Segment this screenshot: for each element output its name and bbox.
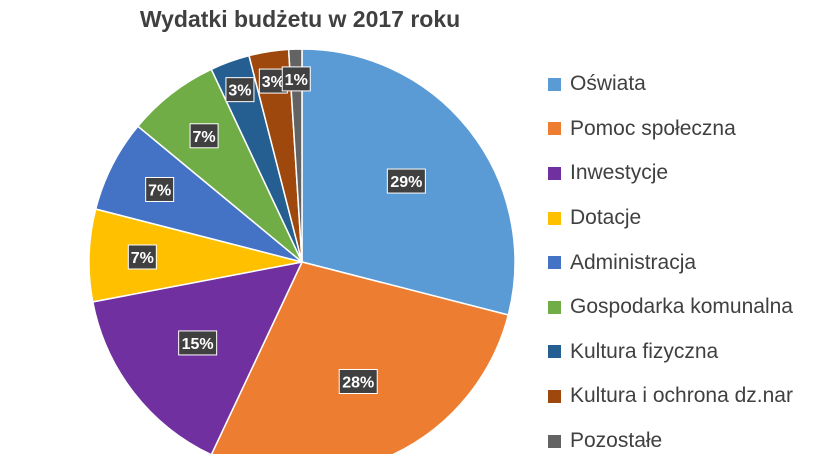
data-label-0: 29%	[386, 168, 426, 194]
legend-item-7: Kultura i ochrona dz.nar	[548, 374, 793, 419]
legend-swatch	[548, 256, 561, 270]
chart-title: Wydatki budżetu w 2017 roku	[139, 6, 461, 32]
legend-label: Gospodarka komunalna	[570, 295, 793, 319]
data-label-8: 1%	[281, 66, 311, 92]
data-label-6: 3%	[225, 77, 255, 103]
data-label-2: 15%	[178, 330, 218, 356]
legend-swatch	[548, 166, 561, 180]
svg-text:7%: 7%	[131, 250, 154, 267]
data-label-3: 7%	[127, 244, 157, 270]
legend-swatch	[548, 389, 561, 403]
legend-item-5: Gospodarka komunalna	[548, 285, 793, 330]
legend-swatch	[548, 300, 561, 314]
legend-item-2: Inwestycje	[548, 151, 793, 196]
svg-text:3%: 3%	[228, 83, 251, 100]
legend-label: Kultura i ochrona dz.nar	[570, 384, 793, 408]
svg-text:29%: 29%	[390, 174, 422, 191]
pie-slice-8	[287, 48, 303, 263]
legend-item-8: Pozostałe	[548, 419, 793, 463]
svg-text:15%: 15%	[182, 336, 214, 353]
svg-text:7%: 7%	[148, 182, 171, 199]
data-label-4: 7%	[145, 176, 175, 202]
legend-label: Pozostałe	[570, 429, 663, 453]
legend-label: Dotacje	[570, 206, 642, 230]
svg-text:28%: 28%	[342, 374, 374, 391]
legend: Oświata Pomoc społeczna Inwestycje Dotacje A…	[548, 62, 793, 463]
legend-label: Inwestycje	[570, 161, 669, 185]
legend-swatch	[548, 211, 561, 225]
legend-item-1: Pomoc społeczna	[548, 107, 793, 152]
data-labels: 29%28%15%7%7%7%3%3% 1%	[127, 66, 426, 394]
svg-text:3%: 3%	[262, 74, 285, 91]
legend-item-6: Kultura fizyczna	[548, 330, 793, 375]
legend-swatch	[548, 77, 561, 91]
legend-label: Kultura fizyczna	[570, 339, 719, 363]
legend-label: Administracja	[570, 250, 697, 274]
legend-item-3: Dotacje	[548, 196, 793, 241]
legend-label: Pomoc społeczna	[570, 116, 736, 140]
data-label-1: 28%	[338, 368, 378, 394]
pie-slice-2	[91, 260, 304, 454]
legend-swatch	[548, 122, 561, 136]
legend-swatch	[548, 345, 561, 359]
svg-text:1%: 1%	[285, 72, 308, 89]
legend-label: Oświata	[570, 72, 646, 96]
legend-swatch	[548, 434, 561, 448]
pie-slice-1	[210, 261, 510, 454]
legend-item-0: Oświata	[548, 62, 793, 107]
legend-item-4: Administracja	[548, 240, 793, 285]
data-label-5: 7%	[189, 123, 219, 149]
svg-text:7%: 7%	[193, 129, 216, 146]
